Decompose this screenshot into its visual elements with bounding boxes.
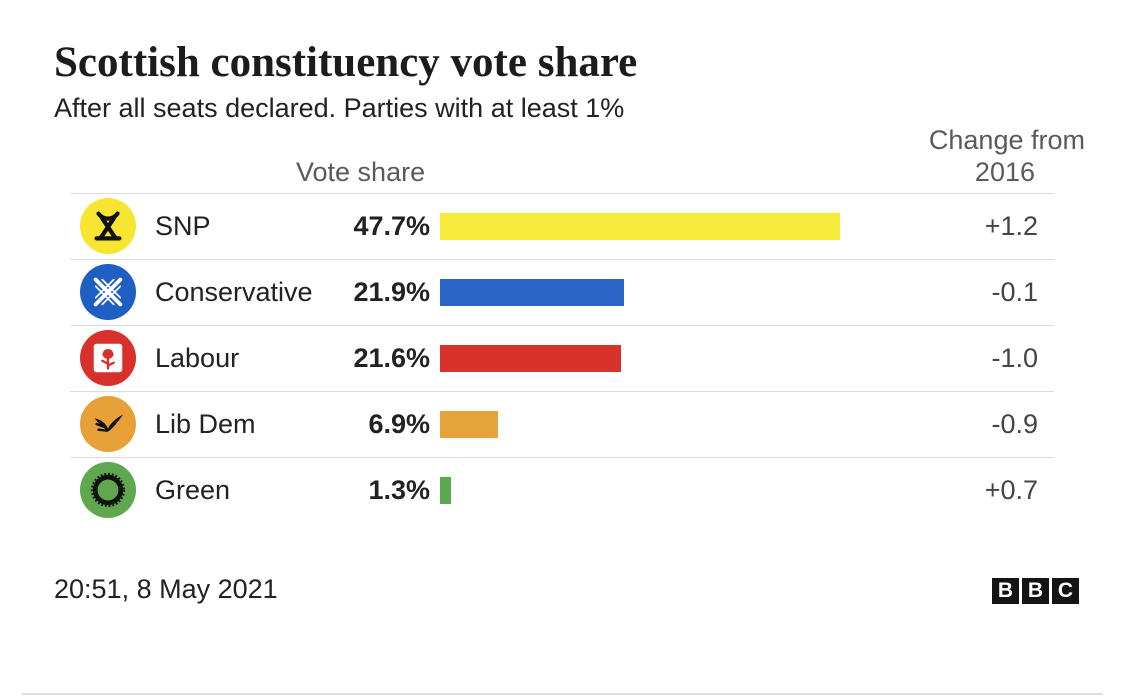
change-header-line-2: 2016	[974, 157, 1035, 187]
change-value: -0.1	[991, 277, 1038, 307]
change-column-header: Change from 2016	[845, 124, 1085, 188]
footer-divider	[22, 693, 1103, 695]
change-value: -1.0	[991, 343, 1038, 373]
change-value: +1.2	[984, 211, 1038, 241]
lib-dem-bird-icon	[80, 396, 136, 452]
vote-share-bar	[440, 477, 451, 504]
party-name: Labour	[155, 343, 240, 373]
bbc-logo-letter: C	[1052, 578, 1079, 604]
vote-share-label: 21.9%	[353, 277, 430, 307]
timestamp: 20:51, 8 May 2021	[54, 574, 278, 604]
vote-share-bar	[440, 279, 624, 306]
table-top-divider	[70, 193, 1054, 194]
party-row: Conservative 21.9% -0.1	[70, 260, 1054, 326]
party-name: Conservative	[155, 277, 313, 307]
chart-subtitle: After all seats declared. Parties with a…	[54, 93, 625, 123]
chart-title: Scottish constituency vote share	[54, 39, 638, 86]
vote-share-label: 1.3%	[368, 475, 430, 505]
party-name: Green	[155, 475, 231, 505]
bbc-logo: B B C	[992, 578, 1079, 604]
party-row: Lib Dem 6.9% -0.9	[70, 392, 1054, 458]
change-header-line-1: Change from	[928, 125, 1085, 155]
change-value: -0.9	[991, 409, 1038, 439]
vote-share-label: 6.9%	[368, 409, 430, 439]
party-rows: SNP 47.7% +1.2 Conservative 21.9% -0.1 Labour 2…	[70, 193, 1054, 523]
vote-share-bar	[440, 411, 498, 438]
conservative-logo-icon	[80, 264, 136, 320]
snp-logo-icon	[80, 198, 136, 254]
party-row: SNP 47.7% +1.2	[70, 194, 1054, 260]
vote-share-label: 47.7%	[353, 211, 430, 241]
vote-share-label: 21.6%	[353, 343, 430, 373]
party-row: Green 1.3% +0.7	[70, 458, 1054, 523]
party-name: Lib Dem	[155, 409, 256, 439]
bbc-logo-letter: B	[992, 578, 1019, 604]
vote-share-bar	[440, 345, 621, 372]
vote-share-bar	[440, 213, 840, 240]
party-row: Labour 21.6% -1.0	[70, 326, 1054, 392]
party-name: SNP	[155, 211, 211, 241]
labour-rose-icon	[80, 330, 136, 386]
party-rows-list: SNP 47.7% +1.2 Conservative 21.9% -0.1 Labour 2…	[70, 194, 1054, 523]
green-logo-icon	[80, 462, 136, 518]
change-value: +0.7	[984, 475, 1038, 505]
bbc-logo-letter: B	[1022, 578, 1049, 604]
vote-share-column-header: Vote share	[296, 157, 426, 187]
